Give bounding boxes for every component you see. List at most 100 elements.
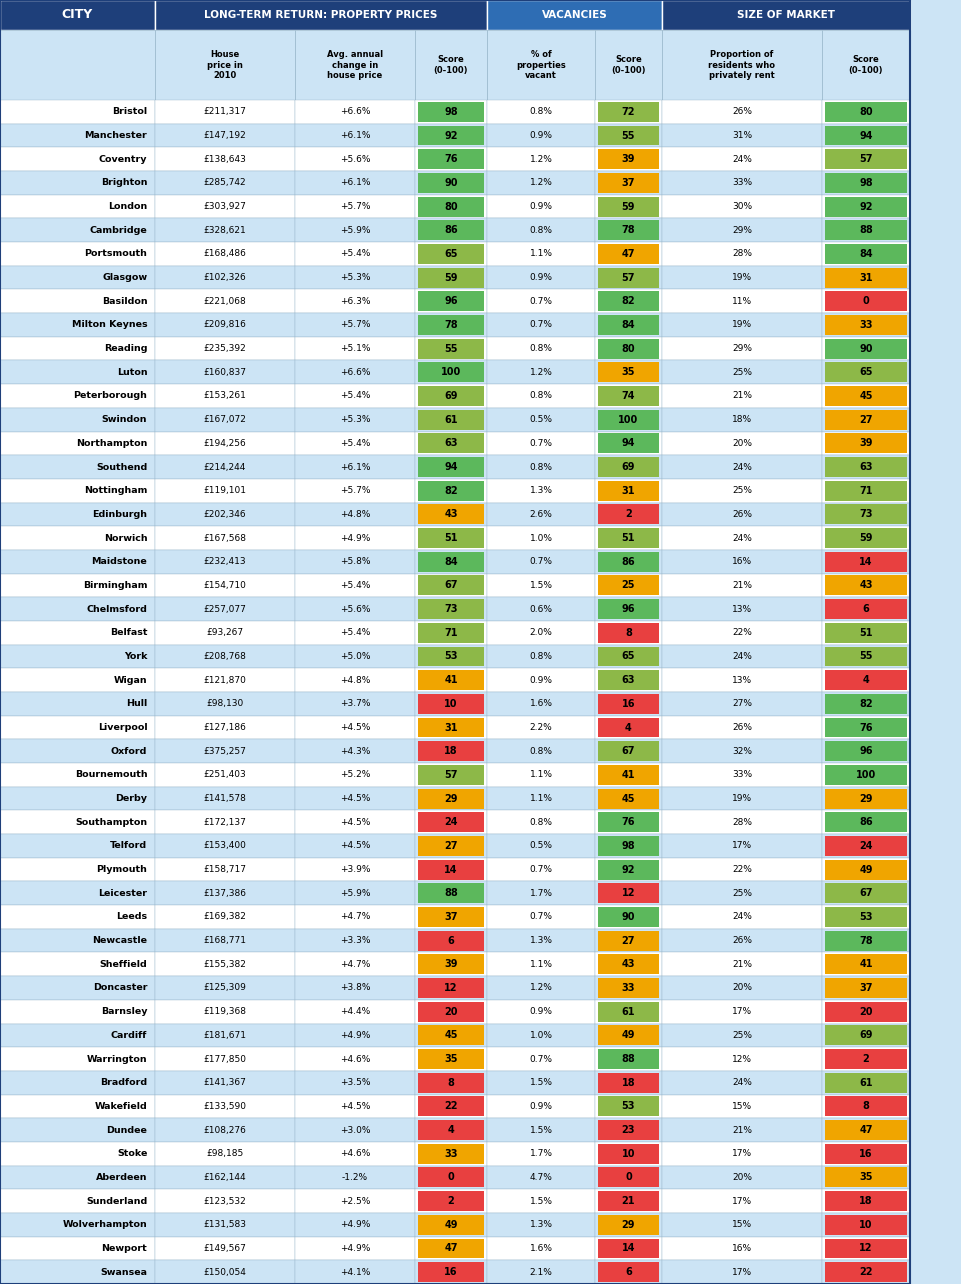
Text: +5.0%: +5.0%: [339, 652, 370, 661]
Text: 31: 31: [858, 272, 872, 282]
Text: Manchester: Manchester: [85, 131, 147, 140]
Bar: [414, 905, 486, 928]
Text: 0.8%: 0.8%: [529, 344, 552, 353]
Text: 25%: 25%: [731, 889, 752, 898]
Text: +4.7%: +4.7%: [339, 960, 370, 969]
Bar: [598, 196, 658, 217]
Bar: [417, 291, 483, 311]
Bar: [598, 954, 658, 975]
Bar: [155, 502, 295, 526]
Bar: [661, 835, 821, 858]
Bar: [414, 1071, 486, 1094]
Bar: [598, 1120, 658, 1140]
Text: 63: 63: [858, 462, 872, 473]
Text: 1.6%: 1.6%: [529, 700, 552, 709]
Bar: [155, 1048, 295, 1071]
Text: +5.6%: +5.6%: [339, 154, 370, 163]
Text: £208,768: £208,768: [204, 652, 246, 661]
Bar: [295, 928, 414, 953]
Bar: [824, 765, 906, 785]
Text: 16: 16: [444, 1267, 457, 1278]
Bar: [0, 810, 155, 835]
Bar: [295, 550, 414, 574]
Bar: [295, 289, 414, 313]
Text: +4.8%: +4.8%: [339, 510, 370, 519]
Bar: [0, 384, 155, 408]
Bar: [295, 810, 414, 835]
Bar: [417, 765, 483, 785]
Bar: [598, 1239, 658, 1258]
Bar: [295, 763, 414, 787]
Bar: [155, 431, 295, 456]
Text: 100: 100: [618, 415, 638, 425]
Bar: [414, 1261, 486, 1284]
Bar: [595, 100, 661, 123]
Bar: [824, 267, 906, 288]
Bar: [598, 434, 658, 453]
Bar: [414, 243, 486, 266]
Bar: [595, 1118, 661, 1141]
Bar: [661, 195, 821, 218]
Bar: [417, 954, 483, 975]
Text: 12: 12: [444, 984, 457, 993]
Bar: [661, 597, 821, 621]
Text: 49: 49: [858, 864, 872, 874]
Text: CITY: CITY: [62, 9, 93, 22]
Text: £328,621: £328,621: [204, 226, 246, 235]
Bar: [595, 881, 661, 905]
Bar: [661, 787, 821, 810]
Text: +6.6%: +6.6%: [339, 108, 370, 117]
Text: 27: 27: [621, 936, 634, 945]
Bar: [824, 244, 906, 265]
Text: Belfast: Belfast: [110, 628, 147, 637]
Text: % of
properties
vacant: % of properties vacant: [516, 50, 565, 80]
Bar: [486, 550, 595, 574]
Bar: [0, 574, 155, 597]
Bar: [661, 740, 821, 763]
Text: 18: 18: [444, 746, 457, 756]
Text: 10: 10: [621, 1149, 634, 1158]
Text: 24%: 24%: [731, 154, 752, 163]
Bar: [486, 953, 595, 976]
Text: Cambridge: Cambridge: [89, 226, 147, 235]
Bar: [155, 1023, 295, 1048]
Bar: [295, 1166, 414, 1189]
Text: 20: 20: [444, 1007, 457, 1017]
Bar: [661, 645, 821, 668]
Text: 16%: 16%: [731, 1244, 752, 1253]
Text: Stoke: Stoke: [117, 1149, 147, 1158]
Text: 1.2%: 1.2%: [529, 154, 552, 163]
Text: Bradford: Bradford: [100, 1079, 147, 1088]
Bar: [295, 313, 414, 336]
Text: Aberdeen: Aberdeen: [96, 1174, 147, 1183]
Text: +5.7%: +5.7%: [339, 202, 370, 211]
Text: 80: 80: [444, 202, 457, 212]
Text: 25%: 25%: [731, 367, 752, 376]
Bar: [155, 835, 295, 858]
Bar: [295, 1023, 414, 1048]
Bar: [0, 1189, 155, 1213]
Text: 47: 47: [444, 1243, 457, 1253]
Bar: [414, 597, 486, 621]
Bar: [155, 1213, 295, 1236]
Text: 1.5%: 1.5%: [529, 1197, 552, 1206]
Bar: [0, 787, 155, 810]
Text: +4.5%: +4.5%: [339, 818, 370, 827]
Text: +6.1%: +6.1%: [339, 462, 370, 471]
Bar: [417, 552, 483, 571]
Bar: [0, 953, 155, 976]
Bar: [598, 836, 658, 856]
Text: 96: 96: [858, 746, 872, 756]
Text: 92: 92: [621, 864, 634, 874]
Text: 10: 10: [444, 698, 457, 709]
Bar: [595, 810, 661, 835]
Text: 1.5%: 1.5%: [529, 580, 552, 589]
Bar: [417, 600, 483, 619]
Bar: [414, 550, 486, 574]
Bar: [295, 502, 414, 526]
Text: 43: 43: [444, 510, 457, 520]
Text: 0: 0: [447, 1172, 454, 1183]
Text: 2.2%: 2.2%: [530, 723, 552, 732]
Bar: [295, 976, 414, 1000]
Text: +3.8%: +3.8%: [339, 984, 370, 993]
